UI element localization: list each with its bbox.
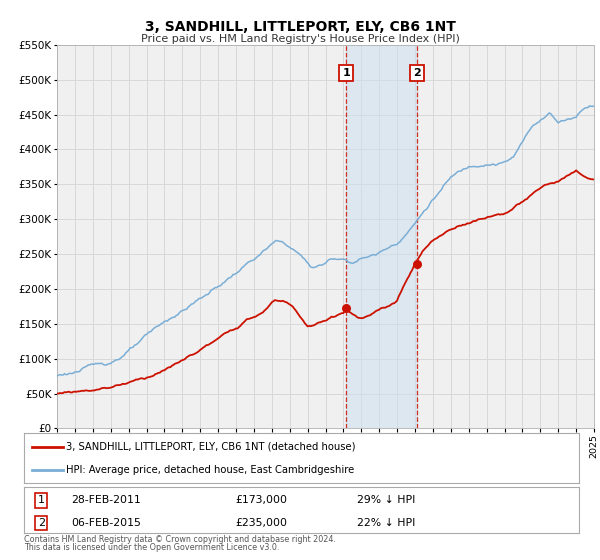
Text: Contains HM Land Registry data © Crown copyright and database right 2024.: Contains HM Land Registry data © Crown c… (24, 535, 336, 544)
Text: 22% ↓ HPI: 22% ↓ HPI (357, 518, 415, 528)
Text: Price paid vs. HM Land Registry's House Price Index (HPI): Price paid vs. HM Land Registry's House … (140, 34, 460, 44)
Text: 28-FEB-2011: 28-FEB-2011 (71, 495, 141, 505)
Text: £173,000: £173,000 (235, 495, 287, 505)
Text: 2: 2 (38, 518, 45, 528)
Text: 29% ↓ HPI: 29% ↓ HPI (357, 495, 415, 505)
Text: 2: 2 (413, 68, 421, 78)
Text: 06-FEB-2015: 06-FEB-2015 (71, 518, 141, 528)
Text: 1: 1 (342, 68, 350, 78)
Text: 3, SANDHILL, LITTLEPORT, ELY, CB6 1NT: 3, SANDHILL, LITTLEPORT, ELY, CB6 1NT (145, 20, 455, 34)
Text: £235,000: £235,000 (235, 518, 287, 528)
Text: HPI: Average price, detached house, East Cambridgeshire: HPI: Average price, detached house, East… (65, 465, 354, 475)
Bar (346, 45, 416, 428)
Text: This data is licensed under the Open Government Licence v3.0.: This data is licensed under the Open Gov… (24, 543, 280, 552)
Text: 3, SANDHILL, LITTLEPORT, ELY, CB6 1NT (detached house): 3, SANDHILL, LITTLEPORT, ELY, CB6 1NT (d… (65, 442, 355, 452)
Text: 1: 1 (38, 495, 45, 505)
